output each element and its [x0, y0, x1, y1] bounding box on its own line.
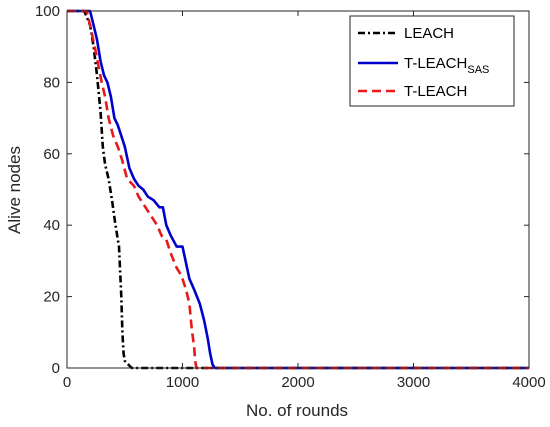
x-tick-label: 1000 — [166, 374, 199, 391]
x-tick-label: 0 — [63, 374, 71, 391]
plot-marks — [67, 9, 529, 370]
y-tick-label: 100 — [35, 3, 60, 20]
series-line-3 — [67, 9, 529, 370]
legend-subscript: SAS — [467, 64, 489, 76]
y-axis-title: Alive nodes — [5, 146, 24, 234]
x-axis-title: No. of rounds — [246, 401, 348, 420]
series-line-1 — [67, 9, 529, 370]
x-tick-label: 4000 — [512, 374, 545, 391]
y-tick-label: 80 — [43, 74, 60, 91]
y-tick-label: 20 — [43, 289, 60, 306]
y-tick-label: 60 — [43, 146, 60, 163]
x-tick-label: 3000 — [397, 374, 430, 391]
y-tick-label: 40 — [43, 217, 60, 234]
legend-label-3: T-LEACH — [404, 83, 467, 100]
legend-label-1: LEACH — [404, 25, 454, 42]
series-line-2 — [67, 9, 529, 370]
y-tick-label: 0 — [52, 360, 60, 377]
axes: 0 1000 2000 3000 4000 0 20 40 60 80 100 — [35, 3, 546, 391]
x-tick-label: 2000 — [281, 374, 314, 391]
